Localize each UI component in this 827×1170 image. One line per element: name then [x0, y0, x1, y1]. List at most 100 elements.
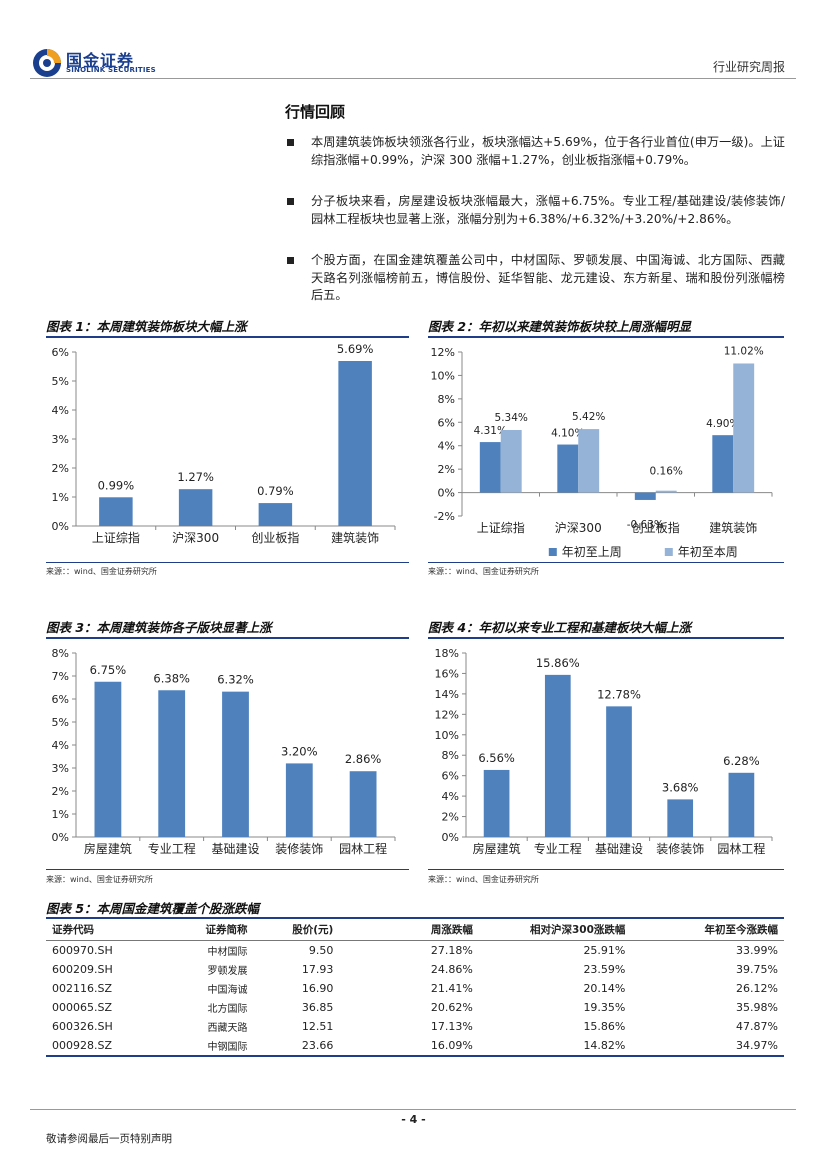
- cell-relative-change: 20.14%: [583, 982, 626, 995]
- x-category-label: 园林工程: [339, 841, 387, 856]
- bar: [483, 769, 510, 837]
- chart-3-title-rule: [46, 637, 409, 639]
- y-tick-label: 5%: [52, 375, 69, 388]
- data-label: 2.86%: [345, 752, 382, 766]
- bullet-square-icon: [287, 198, 294, 205]
- chart-4-source: 来源：：wind、国金证券研究所: [428, 875, 539, 884]
- y-tick-label: 0%: [442, 831, 459, 844]
- x-category-label: 装修装饰: [656, 841, 704, 856]
- y-tick-label: 4%: [438, 440, 455, 453]
- cell-code: 600326.SH: [52, 1020, 113, 1033]
- bullet-text: 本周建筑装饰板块领涨各行业，板块涨幅达+5.69%，位于各行业首位(申万一级)。…: [311, 135, 785, 167]
- bar: [349, 771, 377, 837]
- x-category-label: 创业板指: [632, 520, 680, 535]
- cell-code: 600209.SH: [52, 963, 113, 976]
- data-label: 12.78%: [597, 687, 641, 701]
- cell-ytd-change: 34.97%: [631, 1036, 784, 1057]
- legend-swatch: [548, 548, 557, 556]
- chart-2-source: 来源：：wind、国金证券研究所: [428, 567, 539, 576]
- disclaimer-note: 敬请参阅最后一页特别声明: [46, 1133, 172, 1145]
- bar: [667, 799, 694, 837]
- bar: [479, 442, 501, 493]
- table-row: 600209.SH 罗顿发展 17.93 24.86% 23.59% 39.75%: [46, 960, 784, 979]
- y-tick-label: 3%: [52, 762, 69, 775]
- bar: [544, 674, 571, 837]
- x-category-label: 创业板指: [251, 530, 299, 545]
- cell-relative-change: 15.86%: [583, 1020, 626, 1033]
- bar: [655, 490, 677, 493]
- cell-relative-change: 23.59%: [583, 963, 626, 976]
- bullet-text: 分子板块来看，房屋建设板块涨幅最大，涨幅+6.75%。专业工程/基础建设/装修装…: [311, 194, 785, 226]
- data-label: 6.56%: [478, 751, 515, 765]
- data-label: 1.27%: [177, 470, 214, 484]
- y-tick-label: 6%: [52, 346, 69, 359]
- chart-2-bar-chart: -2% 0% 2% 4% 6% 8% 10% 12% 上证综指 4.31%5.34% 沪深300 4.…: [431, 345, 773, 559]
- data-label: 0.79%: [257, 484, 294, 498]
- cell-price: 17.93: [301, 963, 334, 976]
- report-type-tag: 行业研究周报: [712, 60, 785, 74]
- x-category-label: 基础建设: [595, 842, 643, 856]
- data-label: 6.28%: [723, 754, 760, 768]
- x-category-label: 建筑装饰: [709, 520, 757, 535]
- chart-3-source: 来源：wind、国金证券研究所: [46, 875, 153, 884]
- bar: [733, 363, 755, 493]
- chart-3-bar-chart: 0% 1% 2% 3% 4% 5% 6% 7% 8% 房屋建筑 6.75% 专业工程 6.38% 基础建设…: [52, 647, 396, 856]
- y-tick-label: 18%: [435, 647, 459, 660]
- data-label: 5.69%: [337, 342, 374, 356]
- cell-weekly-change: 24.86%: [430, 963, 473, 976]
- chart-2-source-rule: [428, 562, 784, 563]
- y-tick-label: 4%: [442, 790, 459, 803]
- y-tick-label: 1%: [52, 491, 69, 504]
- cell-ytd-change: 47.87%: [736, 1020, 778, 1033]
- col-header-relative-change: 相对沪深300涨跌幅: [478, 919, 632, 941]
- x-category-label: 装修装饰: [275, 841, 323, 856]
- chart-4-source-rule: [428, 869, 784, 870]
- y-tick-label: 8%: [438, 393, 455, 406]
- chart-3-source-rule: [46, 869, 409, 870]
- stock-performance-table: 证券代码 证券简称 股价(元) 周涨跌幅 相对沪深300涨跌幅 年初至今涨跌幅 …: [46, 919, 784, 1057]
- col-header-name: 证券简称: [161, 919, 254, 941]
- legend-swatch: [664, 548, 673, 556]
- cell-weekly-change: 21.41%: [430, 982, 473, 995]
- bar: [728, 772, 755, 837]
- cell-weekly-change: 17.13%: [430, 1020, 473, 1033]
- table-row: 000928.SZ 中钢国际 23.66 16.09% 14.82% 34.97%: [46, 1036, 784, 1057]
- y-tick-label: 4%: [52, 739, 69, 752]
- cell-relative-change: 25.91%: [583, 944, 626, 957]
- cell-price: 36.85: [301, 1001, 334, 1014]
- bar: [222, 691, 249, 837]
- chart-4-title-rule: [428, 637, 784, 639]
- bar: [338, 360, 372, 526]
- cell-name: 中材国际: [207, 947, 248, 958]
- bar: [94, 681, 122, 837]
- cell-name: 西藏天路: [207, 1023, 248, 1034]
- y-tick-label: 3%: [52, 433, 69, 446]
- data-label: 3.68%: [662, 780, 699, 794]
- table-row: 600326.SH 西藏天路 12.51 17.13% 15.86% 47.87%: [46, 1017, 784, 1036]
- cell-price: 16.90: [301, 982, 334, 995]
- cell-code: 002116.SZ: [52, 982, 113, 995]
- data-label: 6.32%: [217, 673, 254, 687]
- y-tick-label: -2%: [434, 510, 455, 523]
- y-tick-label: 4%: [52, 404, 69, 417]
- x-category-label: 上证综指: [92, 530, 140, 545]
- data-label: 15.86%: [536, 656, 580, 670]
- chart-1-bar-chart: 0% 1% 2% 3% 4% 5% 6% 上证综指 0.99% 沪深300 1.27% 创业板指 0.7…: [52, 342, 396, 545]
- brand-name-cn: 国金证券: [66, 51, 135, 70]
- bullet-text: 个股方面，在国金建筑覆盖公司中，中材国际、罗顿发展、中国海诚、北方国际、西藏天路…: [311, 253, 785, 302]
- data-label: 3.20%: [281, 744, 318, 758]
- cell-weekly-change: 27.18%: [430, 944, 473, 957]
- cell-name: 罗顿发展: [207, 966, 248, 977]
- y-tick-label: 10%: [435, 729, 459, 742]
- data-label: 0.99%: [98, 478, 135, 492]
- col-header-price: 股价(元): [253, 919, 340, 941]
- y-tick-label: 6%: [438, 416, 455, 429]
- x-category-label: 房屋建筑: [84, 841, 132, 856]
- data-label: 4.90%: [706, 418, 739, 430]
- page-number: - 4 -: [401, 1113, 426, 1126]
- x-category-label: 基础建设: [211, 842, 259, 856]
- x-category-label: 沪深300: [555, 521, 602, 535]
- x-category-label: 专业工程: [148, 841, 196, 856]
- cell-price: 23.66: [253, 1036, 340, 1057]
- x-category-label: 沪深300: [172, 531, 219, 545]
